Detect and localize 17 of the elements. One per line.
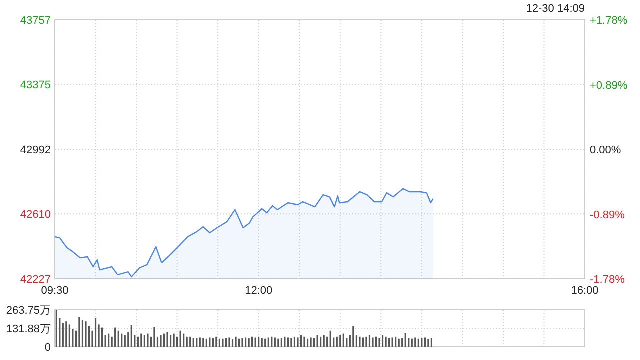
y2-tick-label: +0.89% [590,80,628,92]
y-tick-label: 263.75万 [6,305,51,317]
y-tick-label: 43757 [20,15,51,27]
x-tick-label: 12:00 [245,285,273,297]
y-tick-label: 131.88万 [6,324,51,336]
x-tick-label: 09:30 [41,285,69,297]
y-tick-label: 42992 [20,144,51,156]
x-tick-label: 16:00 [571,285,599,297]
y2-tick-label: +1.78% [590,15,628,27]
text: 12-30 14:09 [526,3,585,15]
y-tick-label: 0 [44,342,51,354]
y2-tick-label: -1.78% [590,274,626,286]
y2-tick-label: -0.89% [590,209,626,222]
y-tick-label: 43375 [20,80,51,92]
y-tick-label: 42227 [20,274,51,286]
y-tick-label: 42610 [20,209,51,222]
y2-tick-label: 0.00% [590,144,622,156]
